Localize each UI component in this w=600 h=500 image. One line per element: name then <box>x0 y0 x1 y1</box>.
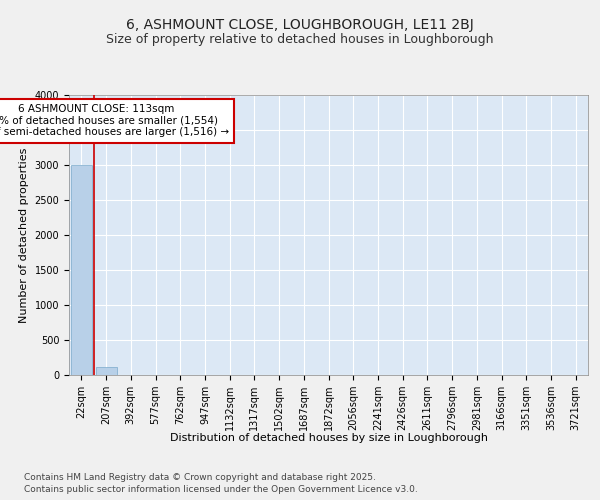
Text: Contains public sector information licensed under the Open Government Licence v3: Contains public sector information licen… <box>24 485 418 494</box>
Y-axis label: Number of detached properties: Number of detached properties <box>19 148 29 322</box>
Bar <box>71 165 92 375</box>
Text: 6, ASHMOUNT CLOSE, LOUGHBOROUGH, LE11 2BJ: 6, ASHMOUNT CLOSE, LOUGHBOROUGH, LE11 2B… <box>126 18 474 32</box>
Text: Size of property relative to detached houses in Loughborough: Size of property relative to detached ho… <box>106 32 494 46</box>
Text: 6 ASHMOUNT CLOSE: 113sqm
← 50% of detached houses are smaller (1,554)
49% of sem: 6 ASHMOUNT CLOSE: 113sqm ← 50% of detach… <box>0 104 229 138</box>
X-axis label: Distribution of detached houses by size in Loughborough: Distribution of detached houses by size … <box>170 433 487 443</box>
Bar <box>95 367 116 375</box>
Text: Contains HM Land Registry data © Crown copyright and database right 2025.: Contains HM Land Registry data © Crown c… <box>24 472 376 482</box>
